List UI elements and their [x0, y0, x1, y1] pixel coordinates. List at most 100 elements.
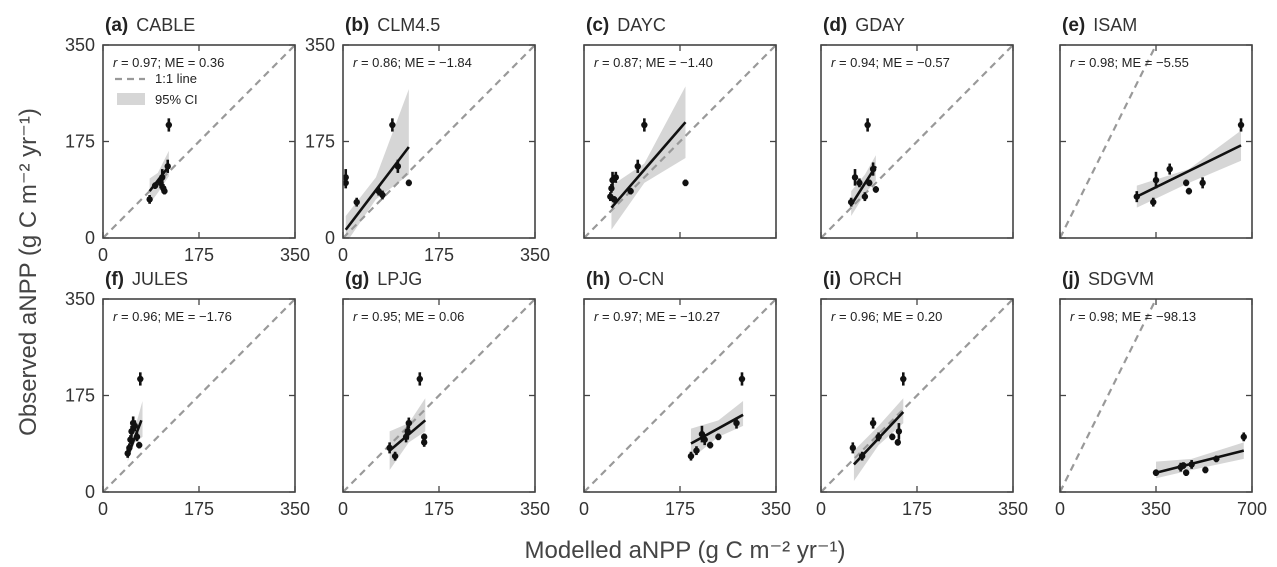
- panel-o-cn-stat-r: r: [594, 309, 599, 324]
- panel-lpjg: 0 175 350 (g) LPJG r = 0.95; ME = 0.06: [338, 269, 550, 519]
- panel-cable-point-6: [164, 163, 171, 170]
- panel-clm4-5-ytick-label-1: 175: [305, 132, 335, 152]
- panel-isam-point-7: [1237, 121, 1245, 129]
- panel-clm4-5-ytick-label-0: 0: [325, 228, 335, 248]
- panel-gday-point-4: [864, 121, 871, 129]
- panel-o-cn-stat: r = 0.97; ME = −10.27: [594, 309, 720, 324]
- panel-isam-title-letter: (e): [1062, 15, 1085, 36]
- panel-isam-frame: [1059, 44, 1253, 239]
- panel-lpjg-plot-area: [343, 299, 535, 492]
- panel-gday: (d) GDAY r = 0.94; ME = −0.57: [820, 15, 1014, 239]
- panel-orch: 0 175 350 (i) ORCH r = 0.96; ME = 0.20: [816, 269, 1028, 519]
- panel-orch-plot-area: [821, 299, 1013, 492]
- panel-lpjg-stat-text: = 0.95; ME = 0.06: [357, 309, 464, 324]
- panel-orch-point-5: [894, 439, 901, 446]
- panel-lpjg-point-1: [391, 452, 399, 460]
- panel-orch-point-3: [875, 433, 882, 441]
- panel-jules-stat-r: r: [113, 309, 118, 324]
- panel-sdgvm-point-5: [1202, 466, 1209, 474]
- panel-lpjg-xtick-label-0: 0: [338, 499, 348, 519]
- panel-sdgvm-point-3: [1182, 469, 1190, 476]
- panel-o-cn-one-to-one-line: [584, 299, 776, 492]
- panel-jules-stat-text: = 0.96; ME = −1.76: [117, 309, 232, 324]
- panel-cable-xtick-label-0: 0: [98, 245, 108, 265]
- panel-clm4-5-xtick-label-0: 0: [338, 245, 348, 265]
- panel-dayc-fit-line: [610, 121, 687, 209]
- panel-sdgvm-xtick-label-1: 350: [1141, 499, 1171, 519]
- panel-orch-point-4: [889, 433, 896, 441]
- panel-gday-point-0: [847, 198, 855, 206]
- panel-gday-title: (d) GDAY: [823, 15, 905, 36]
- panel-gday-title-letter: (d): [823, 15, 847, 36]
- panel-jules-ytick-label-0: 0: [85, 482, 95, 502]
- legend-ci-label: 95% CI: [155, 92, 198, 107]
- panel-jules-point-3: [128, 428, 135, 435]
- panel-isam-ci-band: [1136, 130, 1242, 208]
- panel-sdgvm-xtick-label-2: 700: [1237, 499, 1267, 519]
- panel-cable-ytick-label-1: 175: [65, 132, 95, 152]
- panel-isam-point-1: [1150, 198, 1157, 206]
- panel-lpjg-title-name: LPJG: [377, 269, 422, 289]
- panel-clm4-5-ci-band: [345, 89, 409, 238]
- panel-orch-stat: r = 0.96; ME = 0.20: [831, 309, 942, 324]
- panel-o-cn-title-letter: (h): [586, 269, 610, 290]
- panel-clm4-5-point-5: [389, 121, 396, 129]
- y-axis-label: Observed aNPP (g C m⁻² yr⁻¹): [15, 108, 42, 436]
- panel-o-cn-plot-area: [584, 299, 776, 492]
- panel-sdgvm-title-letter: (j): [1062, 269, 1080, 290]
- panel-cable-title: (a) CABLE: [105, 15, 195, 36]
- panel-jules-plot-area: [103, 299, 295, 492]
- panel-gday-title-name: GDAY: [855, 15, 905, 35]
- panel-jules-title: (f) JULES: [105, 269, 188, 290]
- panel-gday-point-2: [856, 179, 863, 187]
- panel-clm4-5-xtick-label-2: 350: [520, 245, 550, 265]
- panel-cable-xtick-label-1: 175: [184, 245, 214, 265]
- panel-dayc-title-name: DAYC: [617, 15, 666, 35]
- panel-jules-ytick-label-2: 350: [65, 289, 95, 309]
- panel-cable-point-3: [159, 174, 166, 181]
- panel-o-cn-fit-line: [690, 413, 744, 445]
- panel-isam-title-name: ISAM: [1093, 15, 1137, 35]
- panel-o-cn-xtick-label-1: 175: [665, 499, 695, 519]
- panel-cable-point-1: [151, 182, 159, 189]
- panel-lpjg-point-0: [386, 444, 393, 452]
- panel-jules-title-name: JULES: [132, 269, 188, 289]
- panel-jules-stat: r = 0.96; ME = −1.76: [113, 309, 232, 324]
- panel-isam-point-3: [1166, 165, 1173, 173]
- panel-cable-ytick-label-2: 350: [65, 35, 95, 55]
- panel-sdgvm-fit-line: [1155, 449, 1245, 474]
- panel-dayc-point-8: [682, 179, 689, 187]
- panel-clm4-5-stat-text: = 0.86; ME = −1.84: [357, 55, 472, 70]
- panel-clm4-5-one-to-one-line: [343, 45, 535, 238]
- panel-orch-point-1: [858, 452, 866, 460]
- panel-isam-stat-text: = 0.98; ME = −5.55: [1074, 55, 1189, 70]
- panel-orch-stat-r: r: [831, 309, 836, 324]
- panel-sdgvm-point-7: [1240, 433, 1247, 441]
- panel-dayc-point-5: [627, 187, 634, 195]
- panel-jules-one-to-one-line: [103, 299, 295, 492]
- panel-isam-point-4: [1182, 179, 1190, 187]
- panel-orch-point-2: [869, 419, 877, 427]
- panel-jules-point-2: [127, 436, 134, 443]
- panel-dayc-point-4: [612, 174, 620, 181]
- legend-ci-swatch: [117, 93, 145, 105]
- panel-o-cn-point-0: [687, 452, 695, 460]
- panel-isam-plot-area: [1060, 45, 1245, 238]
- panel-jules-title-letter: (f): [105, 269, 124, 290]
- panel-isam-point-6: [1199, 179, 1206, 187]
- legend-line-label: 1:1 line: [155, 71, 197, 86]
- panel-dayc-point-6: [634, 163, 641, 170]
- panel-gday-stat-r: r: [831, 55, 836, 70]
- panel-o-cn-point-1: [693, 447, 700, 454]
- panel-orch-xtick-label-0: 0: [816, 499, 826, 519]
- panel-dayc-plot-area: [584, 45, 776, 238]
- panel-cable-stat-text: = 0.97; ME = 0.36: [117, 55, 224, 70]
- panel-dayc-one-to-one-line: [584, 45, 776, 238]
- panel-cable-stat: r = 0.97; ME = 0.36: [113, 55, 224, 70]
- panel-lpjg-stat: r = 0.95; ME = 0.06: [353, 309, 464, 324]
- panel-gday-plot-area: [821, 45, 1013, 238]
- panel-isam-point-0: [1133, 193, 1141, 200]
- panel-jules-point-6: [133, 433, 141, 441]
- panel-orch-one-to-one-line: [821, 299, 1013, 492]
